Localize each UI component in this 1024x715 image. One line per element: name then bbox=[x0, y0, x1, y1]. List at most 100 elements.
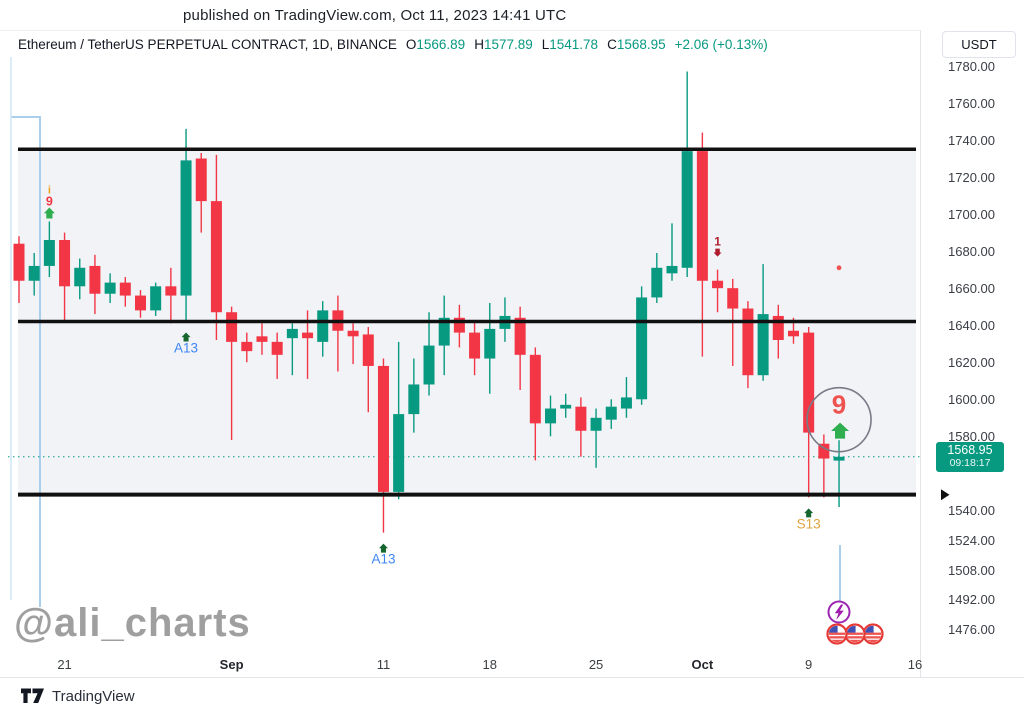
price-tick-label: 1508.00 bbox=[948, 562, 995, 578]
candle-Sep-28 bbox=[636, 286, 648, 405]
price-tick-label: 1740.00 bbox=[948, 133, 995, 148]
candle-Sep-12 bbox=[393, 341, 405, 500]
svg-text:9: 9 bbox=[46, 194, 53, 208]
event-icons[interactable] bbox=[805, 580, 905, 650]
divider bbox=[0, 677, 1024, 678]
time-tick-label: Oct bbox=[691, 657, 714, 672]
price-tick-label: 1780.00 bbox=[948, 58, 995, 74]
candle-Sep-3 bbox=[256, 323, 268, 355]
badge-countdown: 09:18:17 bbox=[949, 456, 991, 469]
candle-Sep-27 bbox=[620, 377, 632, 418]
price-tick-label: 1492.00 bbox=[948, 592, 995, 608]
candle-Oct-9 bbox=[803, 327, 815, 498]
lightning-bolt-icon bbox=[834, 604, 844, 620]
candle-Sep-5 bbox=[286, 323, 298, 376]
price-tick-label: 1620.00 bbox=[948, 355, 995, 371]
candle-Sep-29 bbox=[651, 252, 663, 303]
candle-Aug-28 bbox=[165, 267, 177, 324]
candle-Sep-18 bbox=[484, 302, 496, 394]
candle-Oct-5 bbox=[742, 301, 754, 389]
candle-Aug-25 bbox=[119, 277, 131, 307]
candle-Aug-18 bbox=[13, 236, 25, 303]
time-tick-label: 9 bbox=[805, 657, 813, 672]
currency-button[interactable]: USDT bbox=[942, 31, 1016, 58]
price-tick-label: 1760.00 bbox=[948, 95, 995, 111]
circled-nine-annotation: 9 bbox=[806, 386, 872, 453]
tradingview-label: TradingView bbox=[52, 687, 135, 705]
time-tick-label: 16 bbox=[907, 657, 923, 672]
badge-price: 1568.95 bbox=[947, 443, 993, 458]
td-count-marker: 1 bbox=[713, 235, 722, 257]
svg-text:9: 9 bbox=[832, 390, 846, 420]
candle-Aug-23 bbox=[89, 254, 101, 315]
svg-text:A13: A13 bbox=[174, 340, 198, 355]
candle-Sep-25 bbox=[590, 408, 602, 468]
price-tick-label: 1540.00 bbox=[948, 503, 995, 519]
price-tick-label: 1720.00 bbox=[948, 170, 995, 186]
time-axis[interactable]: 21 Sep 11 18 25 Oct 9 16 bbox=[0, 650, 923, 677]
candle-Sep-22 bbox=[545, 395, 557, 437]
time-tick-label: 21 bbox=[57, 657, 72, 672]
symbol-header: Ethereum / TetherUS PERPETUAL CONTRACT, … bbox=[18, 37, 768, 55]
tradingview-logo[interactable]: TradingView bbox=[20, 687, 135, 705]
candle-Aug-30 bbox=[195, 152, 207, 233]
price-tick-label: 1580.00 bbox=[948, 429, 995, 445]
candle-Sep-16 bbox=[453, 304, 465, 348]
candle-Aug-21 bbox=[59, 232, 71, 322]
symbol-title: Ethereum / TetherUS PERPETUAL CONTRACT, … bbox=[18, 37, 397, 52]
time-tick-label: 18 bbox=[482, 657, 497, 672]
candle-Sep-14 bbox=[423, 312, 435, 396]
candle-Aug-19 bbox=[28, 252, 40, 296]
candle-Sep-9 bbox=[347, 323, 359, 365]
candle-Oct-3 bbox=[712, 269, 724, 313]
candle-Sep-23 bbox=[560, 393, 572, 418]
published-text: published on TradingView.com, Oct 11, 20… bbox=[183, 7, 567, 24]
candle-Aug-22 bbox=[74, 258, 86, 300]
ohlc-close: C1568.95 bbox=[607, 37, 666, 52]
up-arrow-icon bbox=[181, 332, 191, 342]
change-readout: +2.06 (+0.13%) bbox=[674, 37, 768, 52]
candle-Sep-2 bbox=[241, 332, 253, 363]
candle-Aug-24 bbox=[104, 273, 116, 303]
candle-Sep-4 bbox=[271, 332, 283, 379]
up-arrow-icon bbox=[804, 508, 814, 518]
candle-Aug-20 bbox=[43, 221, 55, 278]
ohlc-low: L1541.78 bbox=[541, 37, 599, 52]
signal-label-A13: A13 bbox=[174, 332, 198, 355]
down-arrow-icon bbox=[713, 248, 722, 257]
watermark: @ali_charts bbox=[14, 601, 251, 645]
lightning-event-icon[interactable] bbox=[827, 600, 851, 624]
candle-Sep-1 bbox=[226, 306, 238, 441]
candle-Aug-27 bbox=[150, 282, 162, 316]
time-tick-label: Sep bbox=[219, 657, 244, 672]
candle-Sep-21 bbox=[529, 347, 541, 461]
ohlc-high: H1577.89 bbox=[474, 37, 533, 52]
svg-text:i: i bbox=[48, 184, 51, 196]
up-arrow-icon bbox=[43, 207, 55, 219]
flag-coin-icon bbox=[864, 625, 883, 644]
candle-Sep-13 bbox=[408, 358, 420, 433]
price-tick-label: 1700.00 bbox=[948, 207, 995, 223]
price-tick-label: 1600.00 bbox=[948, 392, 995, 408]
candle-Sep-10 bbox=[362, 327, 374, 413]
tradingview-mark-icon bbox=[21, 688, 44, 703]
current-price-badge: 1568.95 09:18:17 bbox=[936, 441, 1004, 472]
signal-label-S13: S13 bbox=[797, 508, 821, 531]
candle-Aug-31 bbox=[210, 154, 222, 341]
svg-text:S13: S13 bbox=[797, 516, 821, 531]
price-tick-label: 1524.00 bbox=[948, 533, 995, 549]
candle-Oct-10 bbox=[818, 434, 830, 498]
price-tick-label: 1476.00 bbox=[948, 621, 995, 637]
price-tick-label: 1660.00 bbox=[948, 281, 995, 297]
up-arrow-icon bbox=[831, 422, 850, 439]
candle-Sep-11 bbox=[377, 358, 389, 533]
drawing-line[interactable] bbox=[11, 116, 41, 607]
us-flag-event-icons[interactable] bbox=[828, 625, 883, 644]
flag-coin-icon bbox=[846, 625, 865, 644]
candle-Oct-1 bbox=[681, 71, 693, 278]
ohlc-open: O1566.89 bbox=[405, 37, 466, 52]
axis-arrow-marker bbox=[941, 489, 950, 501]
candle-Oct-2 bbox=[696, 132, 708, 357]
price-axis[interactable] bbox=[920, 30, 1024, 677]
